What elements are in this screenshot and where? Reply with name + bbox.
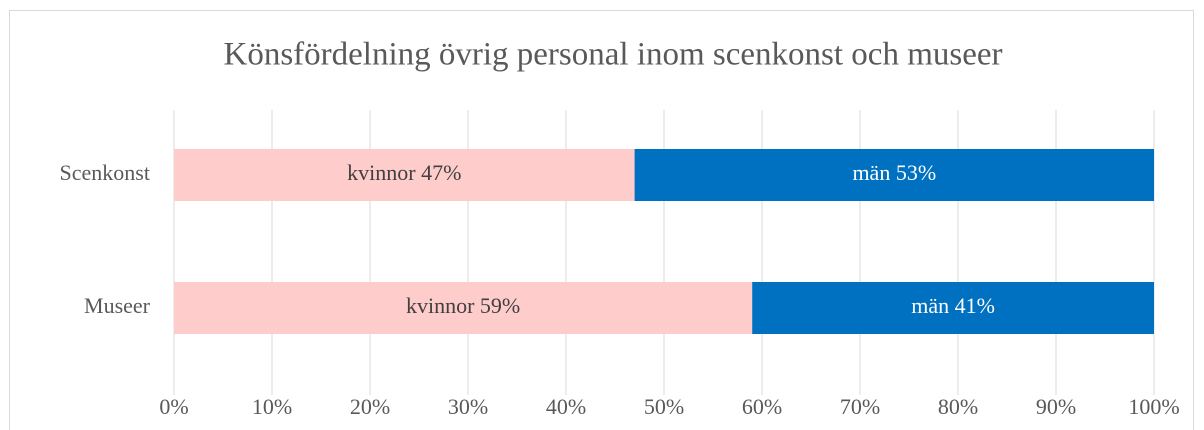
x-tick-label: 70% [840,394,880,419]
x-tick-label: 10% [252,394,292,419]
chart-frame [9,10,1194,430]
x-tick-label: 50% [644,394,684,419]
y-tick-label: Museer [84,293,151,318]
x-tick-label: 100% [1128,394,1179,419]
data-label: män 41% [911,293,995,318]
x-tick-label: 20% [350,394,390,419]
x-tick-label: 90% [1036,394,1076,419]
x-tick-label: 30% [448,394,488,419]
bar-segment [174,282,753,334]
x-tick-label: 0% [159,394,188,419]
data-label: kvinnor 47% [347,160,461,185]
bar-segment [634,149,1154,201]
x-tick-label: 60% [742,394,782,419]
x-tick-label: 40% [546,394,586,419]
y-tick-label: Scenkonst [60,160,150,185]
data-label: kvinnor 59% [406,293,520,318]
bar-segment [752,282,1154,334]
x-tick-label: 80% [938,394,978,419]
chart-title: Könsfördelning övrig personal inom scenk… [223,37,1002,73]
bar-segment [174,149,635,201]
data-label: män 53% [852,160,936,185]
